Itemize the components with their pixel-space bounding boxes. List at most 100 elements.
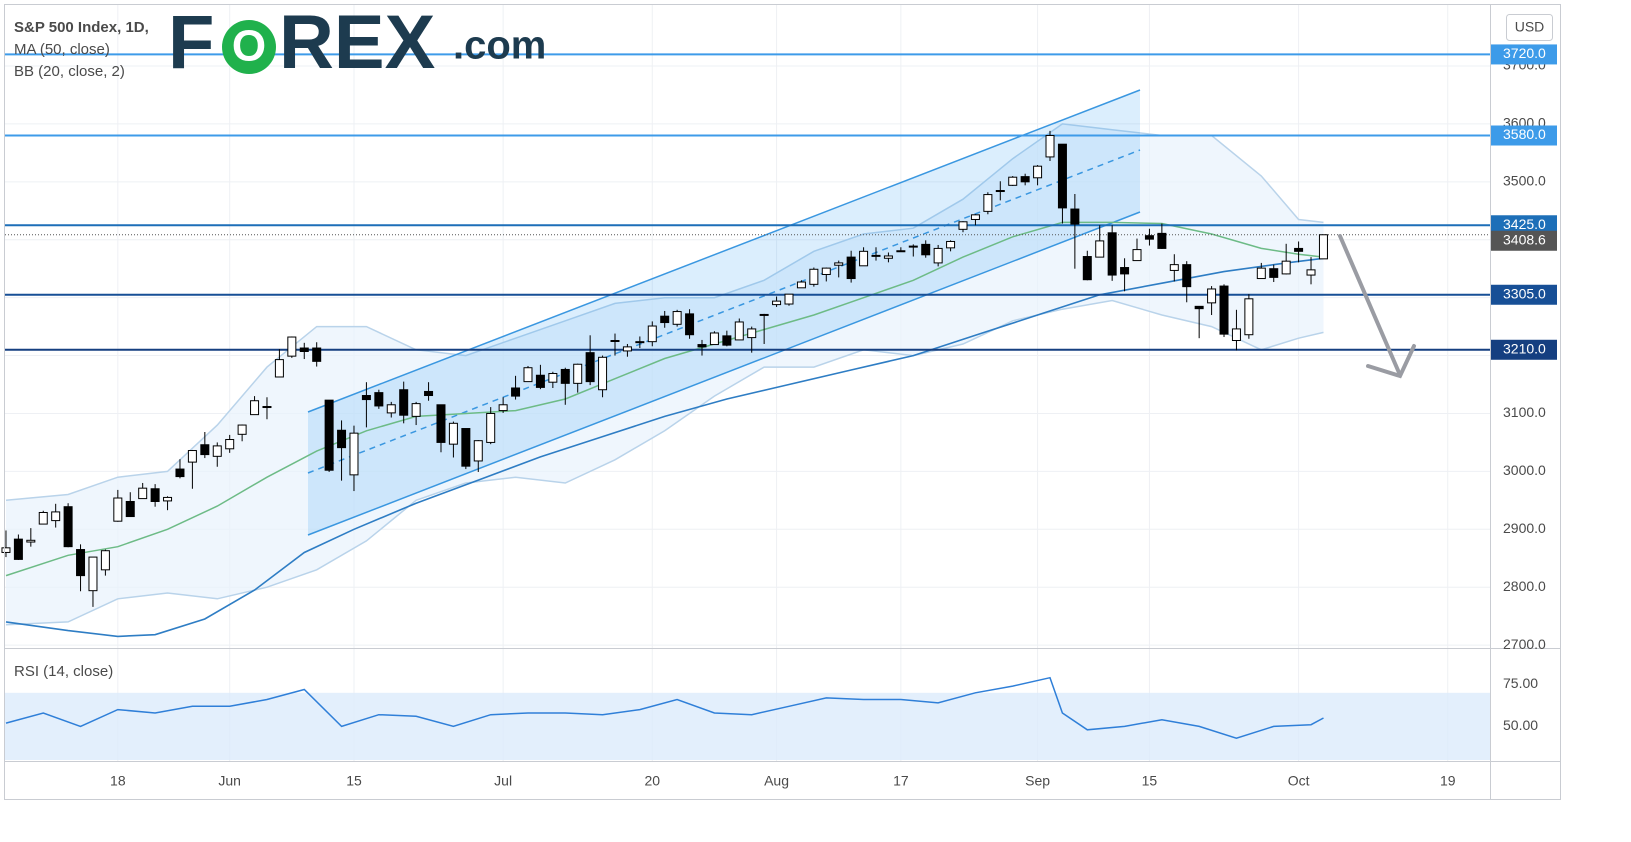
frame bbox=[4, 4, 1561, 800]
candle-body bbox=[1269, 268, 1279, 278]
bb-layer bbox=[5, 123, 1324, 626]
candle-body bbox=[1095, 240, 1105, 258]
candle-body bbox=[1107, 232, 1117, 276]
level-label: 3580.0 bbox=[1503, 126, 1546, 142]
candle-body bbox=[436, 404, 446, 443]
candle-body bbox=[1294, 247, 1304, 252]
candle-body bbox=[399, 389, 409, 416]
candle-body bbox=[709, 332, 719, 346]
candle-body bbox=[647, 325, 657, 343]
y-tick-label: 2900.0 bbox=[1503, 520, 1546, 536]
candle-body bbox=[511, 387, 521, 397]
candle-body bbox=[386, 404, 396, 414]
candle-body bbox=[1120, 267, 1130, 275]
candle-body bbox=[784, 293, 794, 305]
level-label: 3210.0 bbox=[1503, 340, 1546, 356]
candle-body bbox=[660, 315, 670, 324]
candle-body bbox=[622, 346, 632, 352]
candle-body bbox=[100, 550, 110, 571]
candle-body bbox=[734, 321, 744, 341]
candle-body bbox=[175, 468, 185, 478]
candle-body bbox=[324, 399, 334, 471]
candle-body bbox=[970, 214, 980, 220]
candle-body bbox=[349, 432, 359, 476]
x-tick-label: Jul bbox=[494, 773, 512, 789]
logo: F O REX .com bbox=[168, 0, 546, 85]
channel-mid bbox=[307, 149, 1141, 474]
candle-body bbox=[1244, 298, 1254, 336]
candle-body bbox=[1157, 232, 1167, 249]
candle-body bbox=[1082, 256, 1092, 281]
candle-body bbox=[1033, 165, 1043, 179]
candle-body bbox=[237, 424, 247, 435]
candle-body bbox=[635, 341, 645, 344]
candle-body bbox=[88, 556, 98, 592]
x-tick-label: 18 bbox=[110, 773, 126, 789]
candle-body bbox=[1318, 234, 1328, 260]
candle-body bbox=[125, 500, 135, 518]
logo-prefix: F bbox=[168, 0, 214, 85]
candle-body bbox=[535, 374, 545, 388]
candle-body bbox=[38, 511, 48, 525]
logo-suffix: .com bbox=[453, 24, 546, 68]
candle-body bbox=[672, 311, 682, 325]
candle-body bbox=[1207, 288, 1217, 304]
candle-body bbox=[250, 400, 260, 416]
candle-body bbox=[473, 440, 483, 462]
rsi-tick-label: 50.00 bbox=[1503, 717, 1538, 733]
channel-fill bbox=[308, 90, 1140, 535]
last-price-box bbox=[1491, 230, 1557, 251]
x-tick-label: Jun bbox=[218, 773, 241, 789]
candle-body bbox=[187, 450, 197, 463]
legend-title: S&P 500 Index, 1D, bbox=[14, 19, 149, 36]
x-tick-label: Oct bbox=[1288, 773, 1310, 789]
candle-body bbox=[1132, 249, 1142, 262]
candle-body bbox=[598, 356, 608, 391]
candle-body bbox=[26, 539, 36, 543]
candle-body bbox=[274, 359, 284, 378]
candle-body bbox=[946, 240, 956, 249]
candle-body bbox=[697, 344, 707, 348]
candle-body bbox=[548, 373, 558, 383]
candle-body bbox=[1070, 208, 1080, 225]
bb-upper bbox=[5, 123, 1324, 502]
currency: USD bbox=[1515, 19, 1545, 35]
candle-body bbox=[933, 247, 943, 264]
candle-body bbox=[908, 245, 918, 248]
candle-body bbox=[821, 267, 831, 275]
arrow bbox=[1338, 234, 1416, 379]
bb-basis bbox=[5, 221, 1324, 577]
candle-body bbox=[1182, 264, 1192, 288]
level-label: 3720.0 bbox=[1503, 45, 1546, 61]
candle-body bbox=[722, 335, 732, 346]
rsi-pane bbox=[5, 676, 1490, 760]
candle-body bbox=[685, 313, 695, 336]
candle-body bbox=[163, 496, 173, 502]
candle-body bbox=[262, 406, 272, 409]
candle-body bbox=[1144, 235, 1154, 240]
logo-ring bbox=[222, 20, 276, 74]
candle-body bbox=[374, 392, 384, 407]
currency-box bbox=[1506, 14, 1553, 41]
candle-body bbox=[411, 403, 421, 417]
candle-body bbox=[796, 281, 806, 289]
candle-body bbox=[212, 445, 222, 457]
candle-body bbox=[113, 497, 123, 522]
arrow-shaft bbox=[1338, 234, 1402, 377]
candle-body bbox=[424, 390, 434, 397]
y-tick-label: 2700.0 bbox=[1503, 636, 1546, 652]
arrow-head bbox=[1366, 344, 1416, 379]
y-tick-label: 3000.0 bbox=[1503, 462, 1546, 478]
candle-body bbox=[498, 404, 508, 412]
x-tick-label: 15 bbox=[1142, 773, 1158, 789]
candle-body bbox=[1194, 305, 1204, 310]
level-label-box bbox=[1491, 284, 1557, 305]
candle-body bbox=[200, 444, 210, 456]
legend-bb: BB (20, close, 2) bbox=[14, 63, 125, 80]
level-label: 3305.0 bbox=[1503, 285, 1546, 301]
candle-body bbox=[585, 352, 595, 383]
candle-body bbox=[1057, 143, 1067, 209]
y-tick-label: 3500.0 bbox=[1503, 173, 1546, 189]
candle-body bbox=[1008, 176, 1018, 186]
